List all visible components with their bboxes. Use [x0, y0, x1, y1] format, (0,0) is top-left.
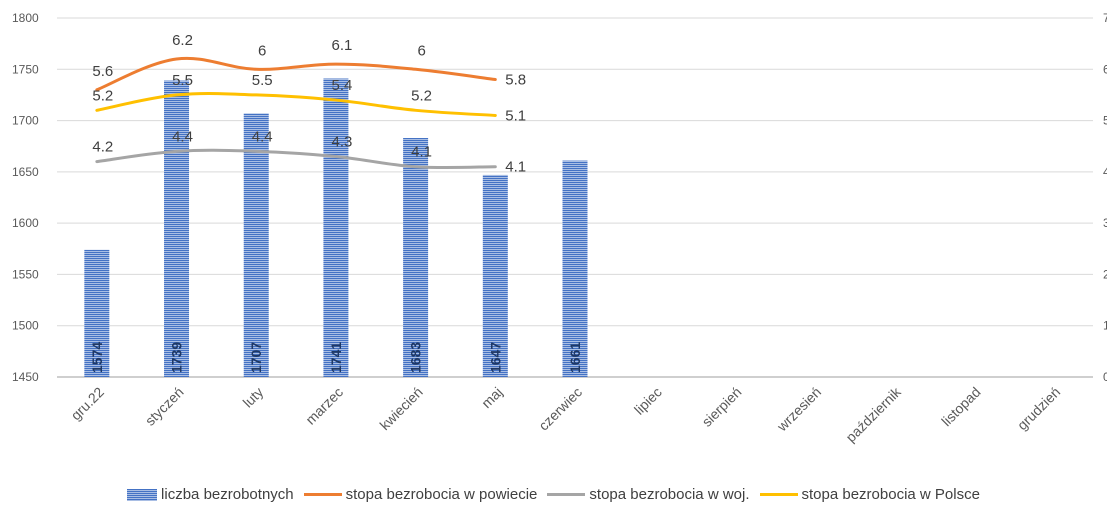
line-data-label: 4.1	[411, 144, 432, 161]
line-data-label: 5.6	[92, 63, 113, 80]
y2-tick-label: 6	[1103, 62, 1107, 76]
x-tick-label: październik	[842, 383, 904, 445]
bar-data-label: 1574	[89, 342, 105, 373]
line-data-label: 4.4	[172, 128, 193, 145]
line-data-label: 4.2	[92, 139, 113, 156]
legend-bar-swatch	[127, 489, 157, 501]
combo-chart: 1450 1500 1550 1600 1650 1700 1750 1800 0 1 2 3 4 5 6 7…	[0, 0, 1107, 480]
line-data-label: 6.2	[172, 32, 193, 49]
legend-item: liczba bezrobotnych	[127, 486, 294, 503]
y-tick-label: 1450	[12, 370, 39, 384]
line-data-label: 4.1	[505, 159, 526, 176]
x-tick-label: marzec	[302, 384, 346, 428]
bar-data-label: 1661	[567, 342, 583, 373]
line-data-label: 6	[258, 42, 266, 59]
line-data-label: 4.4	[252, 128, 273, 145]
line-data-label: 5.5	[172, 72, 193, 89]
legend-line-swatch	[547, 493, 585, 496]
y2-tick-label: 2	[1103, 267, 1107, 281]
x-tick-label: maj	[478, 384, 505, 411]
series-line	[97, 150, 495, 167]
legend-label: stopa bezrobocia w Polsce	[802, 486, 980, 503]
legend-label: stopa bezrobocia w powiecie	[346, 486, 538, 503]
bar-data-label: 1741	[328, 342, 344, 373]
legend-item: stopa bezrobocia w Polsce	[760, 486, 980, 503]
x-tick-label: sierpień	[699, 384, 745, 430]
y-tick-label: 1500	[12, 319, 39, 333]
bar	[403, 138, 428, 377]
line-data-label: 5.2	[411, 87, 432, 104]
x-tick-label: listopad	[938, 384, 983, 429]
y-tick-label: 1750	[12, 62, 39, 76]
line-data-label: 6	[417, 42, 425, 59]
bar-data-label: 1707	[248, 342, 264, 373]
legend-item: stopa bezrobocia w powiecie	[304, 486, 538, 503]
y2-tick-label: 5	[1103, 114, 1107, 128]
legend-label: liczba bezrobotnych	[161, 486, 294, 503]
legend-line-swatch	[304, 493, 342, 496]
y-tick-label: 1700	[12, 114, 39, 128]
x-tick-label: grudzień	[1014, 384, 1063, 433]
series-line	[97, 93, 495, 115]
x-tick-label: lipiec	[631, 384, 665, 418]
y-tick-label: 1550	[12, 267, 39, 281]
line-data-label: 5.5	[252, 72, 273, 89]
chart-legend: liczba bezrobotnych stopa bezrobocia w po…	[0, 486, 1107, 503]
y2-tick-label: 4	[1103, 165, 1107, 179]
legend-label: stopa bezrobocia w woj.	[589, 486, 749, 503]
x-tick-label: gru.22	[68, 384, 108, 424]
y2-tick-label: 1	[1103, 319, 1107, 333]
x-tick-label: czerwiec	[535, 384, 585, 434]
line-data-label: 5.2	[92, 87, 113, 104]
x-tick-label: luty	[240, 384, 267, 411]
line-data-label: 5.8	[505, 72, 526, 89]
line-data-label: 4.3	[331, 133, 352, 150]
line-data-label: 6.1	[331, 37, 352, 54]
y2-tick-label: 7	[1103, 11, 1107, 25]
line-data-label: 5.4	[331, 77, 352, 94]
y2-tick-label: 3	[1103, 216, 1107, 230]
legend-line-swatch	[760, 493, 798, 496]
bar	[323, 79, 348, 377]
bar	[164, 81, 189, 377]
bar-data-label: 1739	[169, 342, 185, 373]
series-line	[97, 58, 495, 89]
x-tick-label: styczeń	[142, 384, 187, 429]
y-tick-label: 1650	[12, 165, 39, 179]
legend-item: stopa bezrobocia w woj.	[547, 486, 749, 503]
bar-data-label: 1647	[487, 342, 503, 373]
x-tick-label: wrzesień	[773, 384, 824, 435]
bar-data-label: 1683	[408, 342, 424, 373]
x-tick-label: kwiecień	[376, 384, 425, 433]
y-tick-label: 1600	[12, 216, 39, 230]
y2-tick-label: 0	[1103, 370, 1107, 384]
y-tick-label: 1800	[12, 11, 39, 25]
line-data-label: 5.1	[505, 107, 526, 124]
